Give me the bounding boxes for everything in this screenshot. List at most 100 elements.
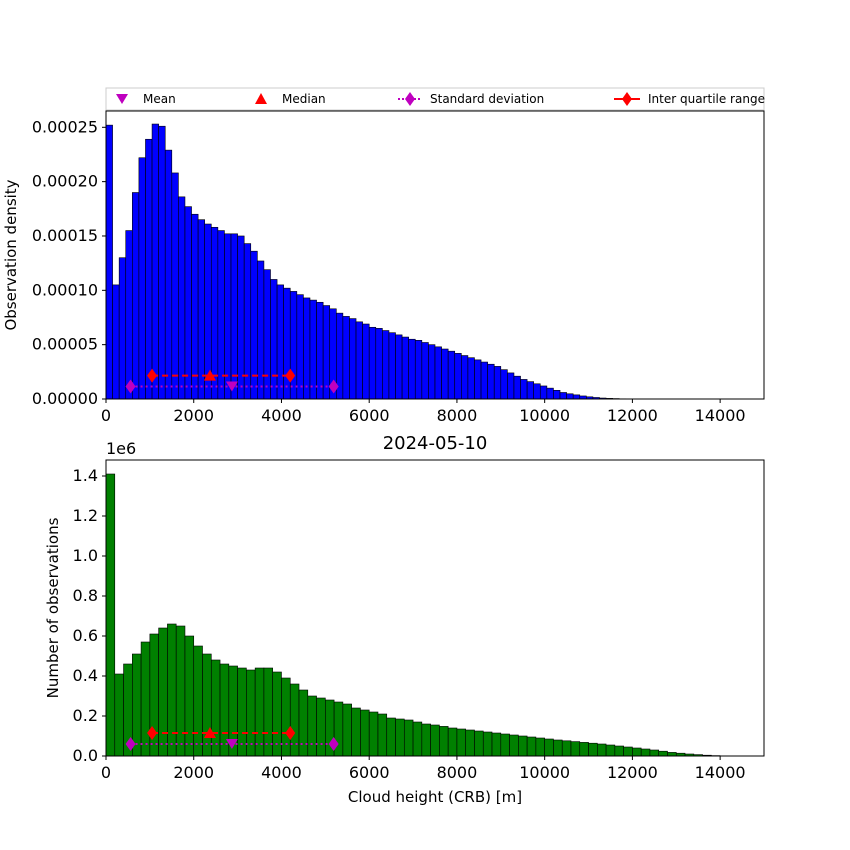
- counts-stdev-low-marker: [125, 737, 136, 751]
- counts-bar: [430, 724, 440, 757]
- density-bar: [546, 387, 554, 400]
- counts-bar: [456, 728, 467, 757]
- legend-stdev-label: Standard deviation: [430, 92, 544, 106]
- counts-bar: [640, 748, 651, 757]
- density-bar: [283, 287, 291, 400]
- counts-y-label: Number of observations: [44, 517, 62, 698]
- density-x-tick-label: 2000: [173, 406, 214, 425]
- density-bar: [224, 233, 232, 400]
- density-bar: [237, 235, 245, 400]
- counts-bar: [105, 473, 116, 757]
- density-bar: [145, 138, 153, 400]
- density-bar: [421, 342, 429, 400]
- density-bar: [487, 363, 495, 400]
- counts-bar: [193, 645, 203, 757]
- density-stat-markers: [125, 368, 339, 394]
- density-bar: [289, 291, 298, 400]
- density-y-ticks: 0.00000 0.00005 0.00010 0.00015 0.00020 0.000…: [32, 117, 106, 408]
- density-x-tick-label: 6000: [349, 406, 390, 425]
- legend: Mean Median Standard deviation Inter qua…: [105, 87, 765, 111]
- legend-median-label: Median: [282, 92, 326, 106]
- counts-y-tick-label: 1.4: [73, 466, 98, 485]
- counts-bar: [544, 738, 554, 757]
- density-bar: [349, 318, 357, 400]
- density-panel: 0 2000 4000 6000 8000 10000 12000 14000 0.00000…: [2, 110, 765, 425]
- counts-bar: [167, 623, 177, 757]
- density-bar: [401, 336, 409, 400]
- legend-frame: [105, 87, 765, 111]
- density-bar: [118, 257, 127, 400]
- counts-bar: [202, 653, 212, 757]
- counts-axes-frame: [105, 459, 765, 757]
- counts-bar: [465, 729, 475, 757]
- counts-x-tick-label: 8000: [437, 763, 478, 782]
- density-bar: [533, 383, 541, 400]
- density-bar: [408, 338, 416, 400]
- counts-bar: [316, 697, 326, 757]
- density-stdev-low-marker: [125, 379, 136, 394]
- density-bar: [441, 348, 449, 400]
- density-bar: [125, 230, 133, 400]
- counts-bars: [105, 473, 738, 757]
- counts-bar: [237, 667, 247, 757]
- density-bar: [480, 361, 488, 400]
- density-bar: [355, 321, 363, 400]
- counts-bar: [482, 731, 493, 757]
- counts-bar: [491, 732, 502, 757]
- counts-x-tick-label: 0: [101, 763, 111, 782]
- legend-iqr: Inter quartile range: [614, 92, 765, 106]
- density-bar: [276, 284, 284, 400]
- density-mean-marker: [225, 381, 238, 392]
- counts-bar: [500, 733, 510, 757]
- counts-bar: [412, 721, 423, 757]
- counts-x-tick-label: 6000: [349, 763, 390, 782]
- counts-bar: [632, 747, 642, 757]
- density-y-tick-label: 0.00005: [32, 335, 98, 354]
- density-bar: [559, 392, 567, 400]
- counts-y-multiplier: 1e6: [106, 439, 136, 458]
- density-bar: [303, 297, 311, 400]
- density-bar: [368, 326, 377, 400]
- counts-x-ticks: 0 2000 4000 6000 8000 10000 12000 14000: [101, 756, 746, 782]
- density-x-tick-label: 14000: [695, 406, 746, 425]
- counts-bar: [614, 745, 624, 757]
- counts-bar: [395, 718, 405, 757]
- counts-bar: [658, 750, 668, 757]
- counts-bar: [561, 740, 572, 757]
- counts-bar: [526, 736, 537, 757]
- counts-x-tick-label: 2000: [173, 763, 214, 782]
- density-x-ticks: 0 2000 4000 6000 8000 10000 12000 14000: [101, 399, 746, 425]
- density-y-tick-label: 0.00020: [32, 172, 98, 191]
- density-bar: [474, 359, 482, 400]
- legend-mean-label: Mean: [143, 92, 176, 106]
- counts-bar: [421, 723, 431, 757]
- counts-bar: [342, 703, 352, 757]
- density-bar: [461, 355, 469, 400]
- counts-stdev-high-marker: [328, 737, 339, 751]
- density-bar: [191, 213, 199, 400]
- density-bar: [454, 353, 462, 400]
- density-bar: [500, 369, 508, 400]
- counts-bar: [403, 719, 414, 757]
- counts-bar: [289, 683, 300, 757]
- density-bar: [309, 299, 317, 400]
- counts-bar: [570, 741, 581, 757]
- counts-bar: [579, 742, 589, 757]
- counts-bar: [158, 627, 168, 757]
- density-y-tick-label: 0.00025: [32, 117, 98, 136]
- counts-bar: [210, 659, 221, 757]
- density-bar: [513, 375, 521, 400]
- density-bar: [316, 301, 324, 400]
- density-bar: [270, 279, 278, 400]
- counts-y-tick-label: 1.2: [73, 506, 98, 525]
- legend-stdev-marker: [405, 92, 415, 106]
- counts-bar: [254, 667, 265, 757]
- density-bar: [566, 393, 574, 400]
- density-bar: [322, 305, 331, 400]
- legend-mean: Mean: [116, 92, 176, 106]
- density-bar: [428, 344, 436, 400]
- density-bar: [257, 260, 265, 400]
- density-bar: [178, 196, 186, 400]
- density-bar: [250, 250, 258, 400]
- counts-y-tick-label: 0.0: [73, 746, 98, 765]
